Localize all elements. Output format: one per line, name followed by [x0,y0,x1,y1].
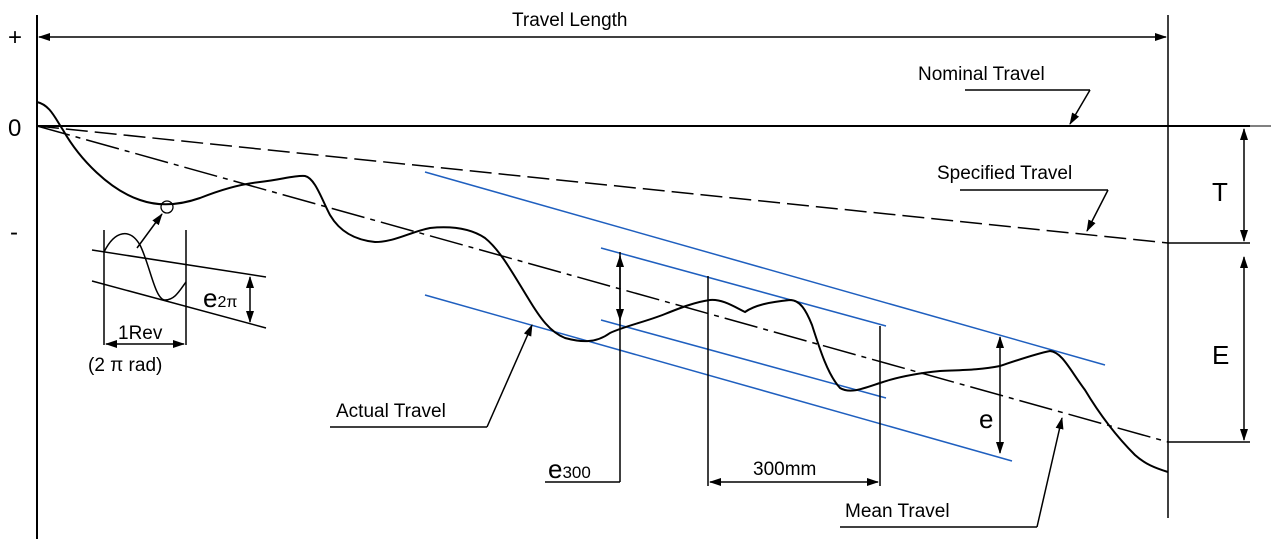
e2pi-label: e2π [203,283,237,313]
band-outer-bottom [424,294,1013,462]
nominal-travel-arrow [1069,89,1091,125]
detail-lower-bound [91,280,267,329]
span-300-label: 300mm [753,459,816,480]
specified-travel-line [36,125,1169,244]
e-upper-label: E [1212,340,1229,370]
e300-subscript: 300 [562,463,590,482]
e2pi-base: e [203,283,217,313]
e-small-label: e [979,404,993,434]
e2pi-subscript: 2π [217,294,237,311]
actual-travel-curve [36,101,1169,473]
mean-travel-line [36,125,1169,443]
rev-label: 1Rev [118,323,163,344]
specified-travel-arrow [1086,189,1109,232]
detail-circle [160,200,174,214]
rad-label: (2 π rad) [88,355,162,376]
specified-travel-label: Specified Travel [937,163,1072,184]
mean-travel-label: Mean Travel [845,501,950,522]
axis-plus-label: + [8,24,22,51]
e300-label: e300 [548,454,591,484]
detail-arrow [136,213,163,249]
actual-travel-arrow [486,324,533,428]
band-inner-bottom [600,319,887,399]
band-inner-top [600,247,887,327]
band-outer-top [424,171,1106,366]
travel-length-label: Travel Length [512,10,627,31]
axis-zero-label: 0 [8,115,21,142]
actual-travel-label: Actual Travel [336,401,446,422]
e300-base: e [548,454,562,484]
nominal-travel-label: Nominal Travel [918,64,1045,85]
axis-minus-label: - [10,219,18,246]
mean-travel-arrow [1036,417,1064,528]
t-label: T [1212,177,1228,207]
detail-sine-wave [103,233,187,301]
detail-upper-bound [91,249,267,278]
